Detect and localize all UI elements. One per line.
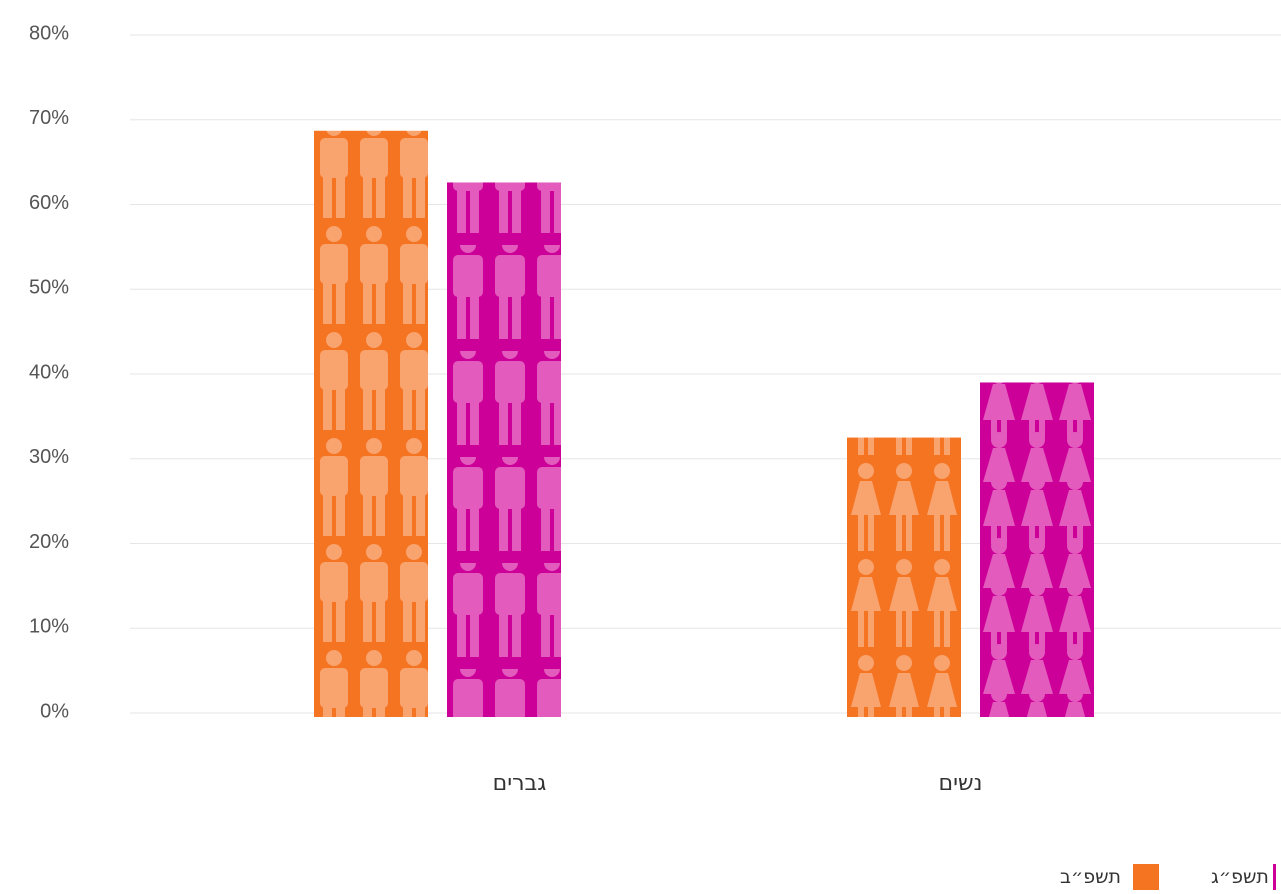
y-tick-label: 60% xyxy=(29,192,69,214)
x-axis: גברים נשים xyxy=(493,771,983,796)
grid-lines xyxy=(130,34,1281,714)
legend-swatch-orange xyxy=(1133,864,1160,890)
legend-item-series-1[interactable]: תשפ״ב xyxy=(1060,864,1160,890)
y-tick-label: 80% xyxy=(29,22,69,44)
y-tick-label: 20% xyxy=(29,531,69,553)
bar-2-series-2[interactable] xyxy=(980,382,1094,717)
y-tick-label: 30% xyxy=(29,446,69,468)
bar-2-series-1[interactable] xyxy=(847,437,961,717)
y-tick-label: 50% xyxy=(29,277,69,299)
legend-item-series-2[interactable]: תשפ״ג xyxy=(1211,864,1276,890)
y-tick-label: 10% xyxy=(29,616,69,638)
legend-label-series-2: תשפ״ג xyxy=(1211,866,1269,888)
legend-label-series-1: תשפ״ב xyxy=(1060,866,1122,888)
bars xyxy=(314,130,1094,718)
x-category-label: גברים xyxy=(493,771,547,796)
x-category-label: נשים xyxy=(939,771,983,796)
legend-swatch-magenta xyxy=(1272,864,1276,890)
y-tick-label: 0% xyxy=(40,700,69,722)
bar-chart: 0% 10% 20% 30% 40% 50% 60% 70% 80% גברים נשים xyxy=(29,22,1281,796)
y-axis: 0% 10% 20% 30% 40% 50% 60% 70% 80% xyxy=(29,22,69,722)
y-tick-label: 70% xyxy=(29,107,69,129)
bar-1-series-2[interactable] xyxy=(447,182,561,718)
y-tick-label: 40% xyxy=(29,361,69,383)
legend: תשפ״ב תשפ״ג xyxy=(1060,864,1276,890)
bar-1-series-1[interactable] xyxy=(314,130,428,717)
